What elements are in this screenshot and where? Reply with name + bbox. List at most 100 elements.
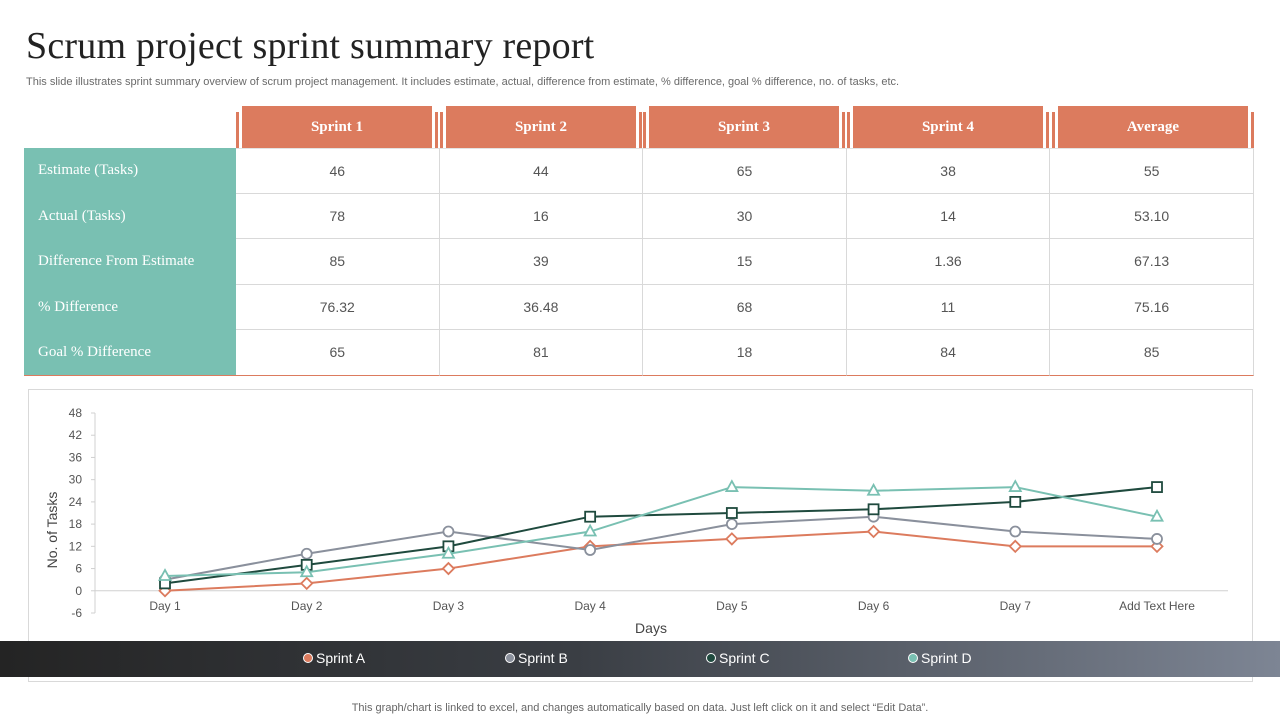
table-cell: 78 <box>236 193 440 239</box>
y-tick-label: 0 <box>75 584 82 598</box>
table-cell: 75.16 <box>1050 284 1254 330</box>
x-tick-label: Day 7 <box>1000 599 1032 613</box>
data-point <box>441 545 456 559</box>
x-tick-label: Day 4 <box>574 599 606 613</box>
data-point <box>1151 533 1163 545</box>
table-cell: 11 <box>846 284 1051 330</box>
data-point <box>299 576 314 591</box>
data-point <box>725 507 738 519</box>
table-cell: 38 <box>846 148 1051 194</box>
table-cell: 81 <box>439 330 644 376</box>
legend-item-sprint-a: Sprint A <box>303 650 365 666</box>
data-point <box>1149 508 1165 522</box>
table-cell: 67.13 <box>1050 239 1254 285</box>
header-average: Average <box>1052 106 1254 148</box>
series-line-sprint-a <box>164 530 1157 592</box>
table-row: Difference From Estimate 85 39 15 1.36 6… <box>24 239 1254 285</box>
x-tick-label: Day 3 <box>433 599 465 613</box>
table-row: % Difference 76.32 36.48 68 11 75.16 <box>24 284 1254 330</box>
table-row: Actual (Tasks) 78 16 30 14 53.10 <box>24 193 1254 239</box>
legend-marker <box>706 653 716 663</box>
data-point <box>300 547 313 560</box>
header-sprint-2: Sprint 2 <box>440 106 642 148</box>
y-tick-label: 12 <box>69 539 83 553</box>
legend-label: Sprint B <box>518 650 568 666</box>
data-point <box>584 544 597 556</box>
table-cell: 39 <box>439 239 644 285</box>
data-point <box>724 479 739 492</box>
legend-item-sprint-c: Sprint C <box>706 650 770 666</box>
series-line-sprint-b <box>164 515 1158 581</box>
y-tick-label: 42 <box>69 428 83 442</box>
series-line-sprint-d <box>164 486 1158 577</box>
row-label: % Difference <box>24 284 236 330</box>
y-tick-label: 6 <box>75 562 82 576</box>
table-cell: 55 <box>1050 148 1254 194</box>
table-cell: 30 <box>643 193 847 239</box>
x-axis-title: Days <box>635 620 667 636</box>
data-point <box>1008 539 1023 554</box>
footer-note: This graph/chart is linked to excel, and… <box>351 702 929 714</box>
data-point <box>867 503 880 516</box>
y-tick-label: 18 <box>69 517 83 531</box>
table-header-row: Sprint 1 Sprint 2 Sprint 3 Sprint 4 Aver… <box>236 106 1254 148</box>
y-tick-label: 36 <box>69 450 83 464</box>
row-label: Estimate (Tasks) <box>24 148 236 194</box>
y-axis-title: No. of Tasks <box>44 492 60 569</box>
data-point <box>442 525 455 538</box>
legend-marker <box>303 653 313 663</box>
table-row: Goal % Difference 65 81 18 84 85 <box>24 330 1254 376</box>
table-cell: 85 <box>236 239 440 285</box>
chart-legend: Sprint A Sprint B Sprint C Sprint D <box>0 641 1280 677</box>
page-title: Scrum project sprint summary report <box>26 25 595 67</box>
data-point <box>583 523 598 537</box>
page-subtitle: This slide illustrates sprint summary ov… <box>26 76 900 88</box>
chart-frame[interactable] <box>28 389 1253 682</box>
table-row: Estimate (Tasks) 46 44 65 38 55 <box>24 148 1254 194</box>
series-line-sprint-c <box>164 486 1158 585</box>
table-cell: 84 <box>846 330 1051 376</box>
x-tick-label: Day 1 <box>149 599 181 613</box>
table-cell: 16 <box>439 193 644 239</box>
data-point <box>299 564 314 578</box>
table-cell: 85 <box>1050 330 1254 376</box>
legend-item-sprint-d: Sprint D <box>908 650 972 666</box>
table-body: Estimate (Tasks) 46 44 65 38 55 Actual (… <box>24 148 1254 376</box>
legend-label: Sprint A <box>316 650 366 666</box>
legend-marker <box>505 653 515 663</box>
table-cell: 68 <box>643 284 847 330</box>
header-sprint-4: Sprint 4 <box>847 106 1049 148</box>
table-cell: 36.48 <box>439 284 644 330</box>
data-point <box>1009 495 1022 508</box>
y-tick-label: 24 <box>69 495 83 509</box>
data-point <box>866 524 881 539</box>
legend-label: Sprint C <box>719 650 770 666</box>
x-tick-label: Day 5 <box>716 599 748 613</box>
row-label: Actual (Tasks) <box>24 193 236 239</box>
data-point <box>157 568 173 581</box>
data-point <box>725 532 739 546</box>
table-cell: 65 <box>643 148 847 194</box>
table-cell: 18 <box>643 330 847 376</box>
data-point <box>1009 525 1022 538</box>
table-cell: 15 <box>643 239 847 285</box>
legend-marker <box>908 653 918 663</box>
table-cell: 1.36 <box>846 239 1051 285</box>
row-label: Difference From Estimate <box>24 239 236 285</box>
legend-item-sprint-b: Sprint B <box>505 650 568 666</box>
table-cell: 65 <box>236 330 440 376</box>
data-point <box>725 518 738 531</box>
data-point <box>441 561 456 576</box>
data-point <box>1008 479 1023 492</box>
y-tick-label: 30 <box>69 473 83 487</box>
data-point <box>866 482 881 496</box>
header-sprint-1: Sprint 1 <box>236 106 438 148</box>
table-cell: 14 <box>846 193 1051 239</box>
data-point <box>584 510 597 523</box>
data-point <box>1151 481 1163 493</box>
header-sprint-3: Sprint 3 <box>643 106 845 148</box>
x-tick-label: Day 2 <box>291 599 323 613</box>
row-label: Goal % Difference <box>24 330 236 376</box>
table-cell: 76.32 <box>236 284 440 330</box>
